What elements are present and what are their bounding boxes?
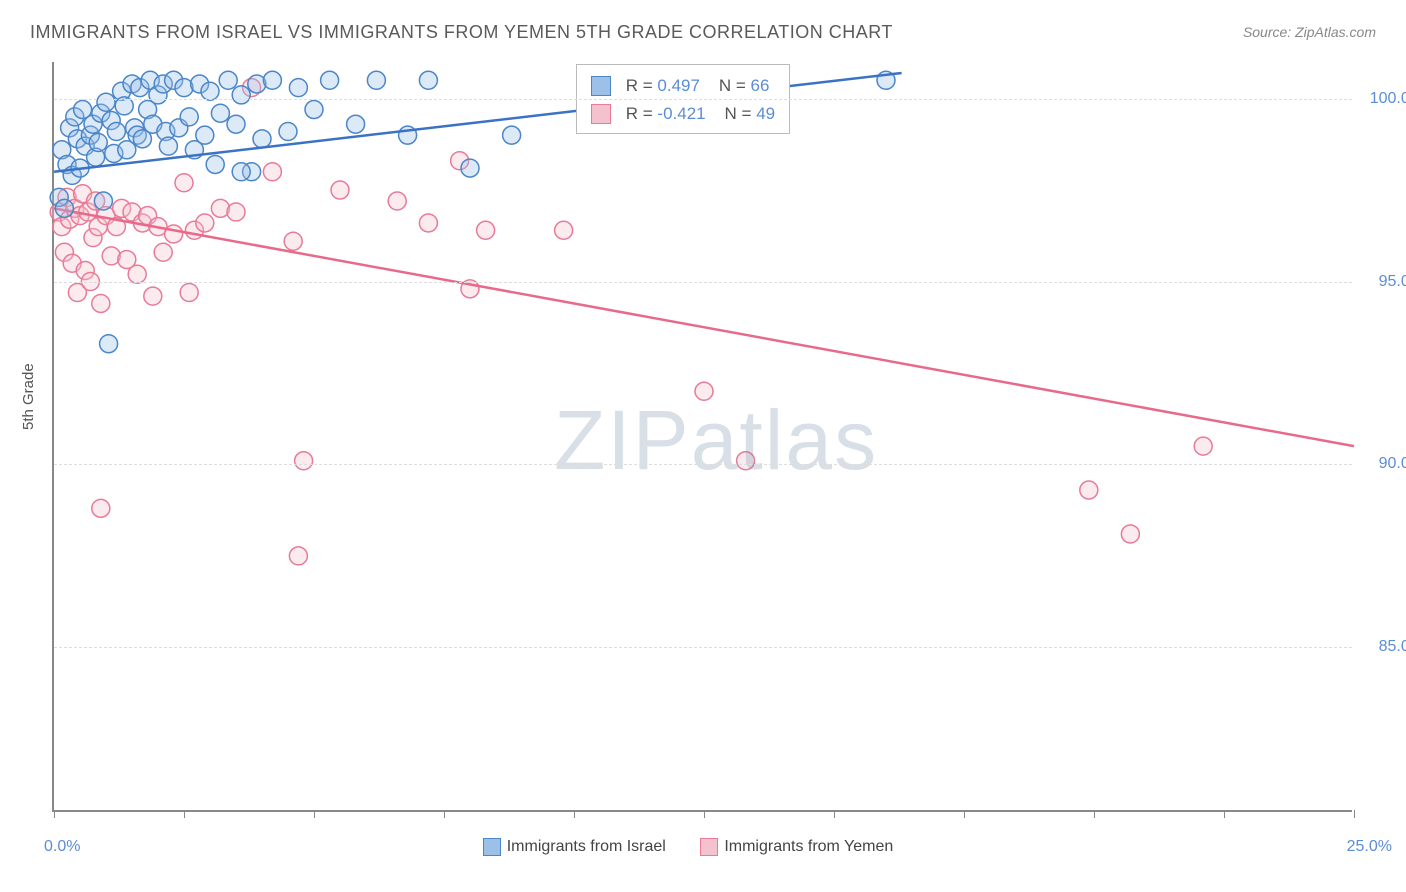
stats-swatch-yemen — [591, 104, 611, 124]
point-yemen — [737, 452, 755, 470]
point-israel — [232, 86, 250, 104]
x-tick — [1224, 810, 1225, 818]
stats-r-israel: 0.497 — [657, 76, 700, 95]
point-israel — [219, 71, 237, 89]
point-israel — [196, 126, 214, 144]
x-tick — [1094, 810, 1095, 818]
point-israel — [100, 335, 118, 353]
x-tick — [1354, 810, 1355, 818]
point-israel — [503, 126, 521, 144]
plot-area: ZIPatlas R = 0.497 N = 66 R = -0.421 N =… — [52, 62, 1352, 812]
point-israel — [107, 123, 125, 141]
stats-r-yemen: -0.421 — [657, 104, 705, 123]
y-tick-label: 95.0% — [1379, 273, 1406, 291]
stats-n-label: N = — [725, 104, 752, 123]
point-yemen — [477, 221, 495, 239]
x-tick — [834, 810, 835, 818]
point-israel — [55, 199, 73, 217]
x-tick — [314, 810, 315, 818]
point-yemen — [165, 225, 183, 243]
point-israel — [97, 93, 115, 111]
stats-row-yemen: R = -0.421 N = 49 — [591, 99, 775, 127]
gridline-h — [54, 99, 1352, 100]
point-yemen — [295, 452, 313, 470]
point-israel — [305, 101, 323, 119]
point-israel — [253, 130, 271, 148]
point-yemen — [331, 181, 349, 199]
x-tick — [964, 810, 965, 818]
point-israel — [347, 115, 365, 133]
point-israel — [159, 137, 177, 155]
legend-swatch-yemen — [700, 838, 718, 856]
stats-n-yemen: 49 — [756, 104, 775, 123]
x-axis-legend: Immigrants from Israel Immigrants from Y… — [0, 838, 1406, 856]
point-israel — [321, 71, 339, 89]
x-tick — [54, 810, 55, 818]
x-tick — [444, 810, 445, 818]
gridline-h — [54, 464, 1352, 465]
point-israel — [89, 133, 107, 151]
point-yemen — [695, 382, 713, 400]
point-yemen — [92, 499, 110, 517]
point-israel — [419, 71, 437, 89]
stats-n-label: N = — [719, 76, 746, 95]
plot-svg — [54, 62, 1352, 810]
legend-label-yemen: Immigrants from Yemen — [724, 838, 893, 855]
point-israel — [206, 155, 224, 173]
point-israel — [461, 159, 479, 177]
point-yemen — [419, 214, 437, 232]
point-israel — [279, 123, 297, 141]
source-value: ZipAtlas.com — [1295, 24, 1376, 40]
point-yemen — [1194, 437, 1212, 455]
point-yemen — [555, 221, 573, 239]
point-yemen — [1080, 481, 1098, 499]
point-yemen — [263, 163, 281, 181]
x-tick — [574, 810, 575, 818]
y-tick-label: 90.0% — [1379, 455, 1406, 473]
stats-r-label: R = — [626, 104, 653, 123]
point-yemen — [128, 265, 146, 283]
stats-r-label: R = — [626, 76, 653, 95]
point-israel — [227, 115, 245, 133]
point-israel — [115, 97, 133, 115]
y-tick-label: 85.0% — [1379, 638, 1406, 656]
point-israel — [289, 79, 307, 97]
point-yemen — [175, 174, 193, 192]
gridline-h — [54, 282, 1352, 283]
stats-swatch-israel — [591, 76, 611, 96]
stats-row-israel: R = 0.497 N = 66 — [591, 71, 775, 99]
point-yemen — [92, 294, 110, 312]
source-label: Source: — [1243, 24, 1291, 40]
point-israel — [201, 82, 219, 100]
point-israel — [232, 163, 250, 181]
point-yemen — [284, 232, 302, 250]
chart-title: IMMIGRANTS FROM ISRAEL VS IMMIGRANTS FRO… — [30, 22, 893, 43]
point-israel — [180, 108, 198, 126]
point-yemen — [289, 547, 307, 565]
trendline-yemen — [54, 208, 1354, 446]
point-yemen — [180, 283, 198, 301]
legend-label-israel: Immigrants from Israel — [507, 838, 666, 855]
y-axis-label: 5th Grade — [20, 363, 37, 430]
point-yemen — [227, 203, 245, 221]
gridline-h — [54, 647, 1352, 648]
legend-swatch-israel — [483, 838, 501, 856]
x-tick — [184, 810, 185, 818]
y-tick-label: 100.0% — [1370, 90, 1406, 108]
point-israel — [94, 192, 112, 210]
point-yemen — [154, 243, 172, 261]
point-yemen — [1121, 525, 1139, 543]
point-israel — [211, 104, 229, 122]
point-yemen — [196, 214, 214, 232]
point-israel — [367, 71, 385, 89]
stats-n-israel: 66 — [751, 76, 770, 95]
point-israel — [263, 71, 281, 89]
source-attribution: Source: ZipAtlas.com — [1243, 24, 1376, 40]
point-yemen — [144, 287, 162, 305]
point-yemen — [388, 192, 406, 210]
x-tick — [704, 810, 705, 818]
